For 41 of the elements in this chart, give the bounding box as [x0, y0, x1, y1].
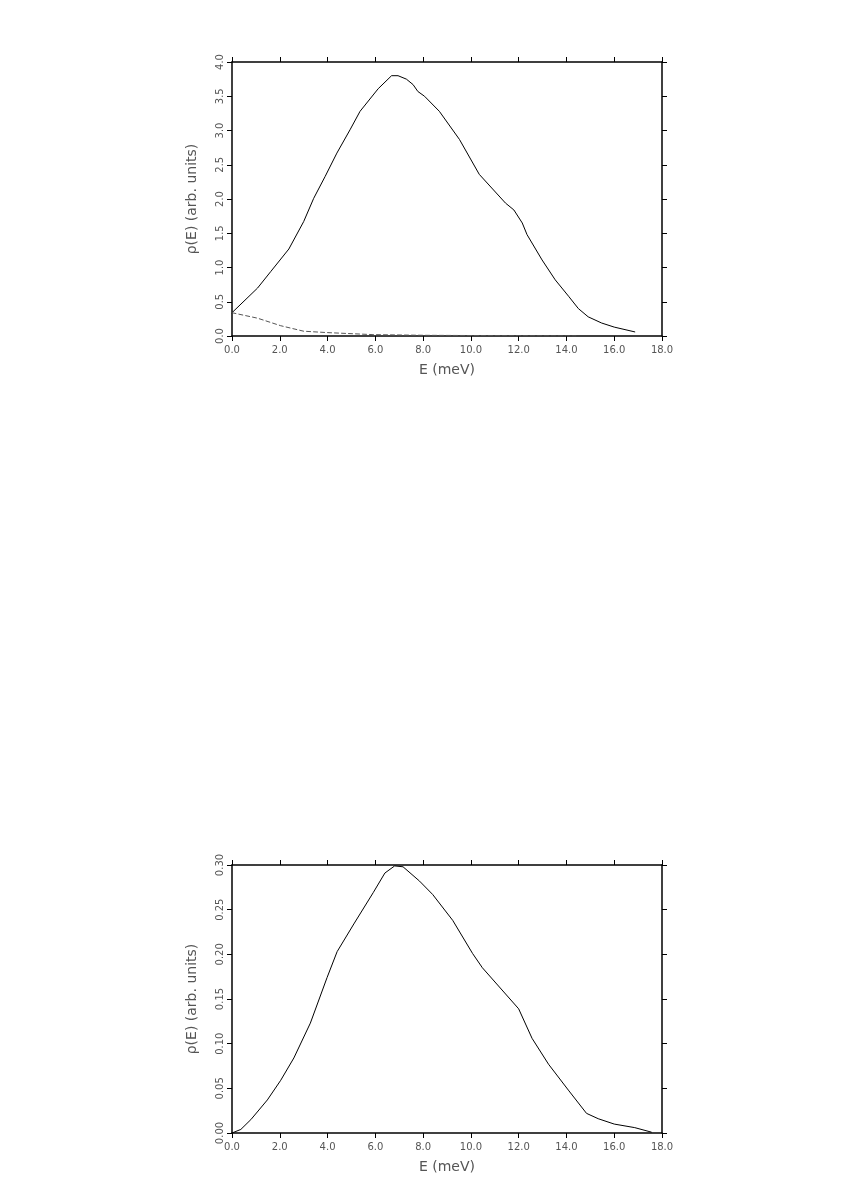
- x-tick-label: 16.0: [603, 1140, 626, 1152]
- y-tick-label: 0.20: [213, 943, 225, 966]
- y-tick-label: 0.0: [213, 328, 225, 344]
- y-tick-label: 2.5: [213, 156, 225, 173]
- x-tick-label: 0.0: [224, 343, 240, 355]
- y-tick-label: 0.5: [213, 293, 225, 310]
- x-tick-label: 6.0: [367, 343, 384, 355]
- x-tick-label: 2.0: [271, 1140, 288, 1152]
- y-tick-label: 0.15: [213, 987, 225, 1011]
- x-tick-label: 18.0: [650, 1140, 674, 1152]
- x-tick-label: 14.0: [555, 343, 578, 355]
- x-tick-label: 6.0: [367, 1140, 384, 1152]
- x-tick-label: 0.0: [224, 1140, 240, 1152]
- y-tick-label: 2.0: [213, 191, 225, 207]
- x-tick-label: 16.0: [603, 343, 626, 355]
- y-tick-label: 0.05: [213, 1077, 225, 1100]
- x-tick-label: 4.0: [319, 343, 336, 355]
- x-tick-label: 8.0: [415, 343, 432, 355]
- x-tick-label: 12.0: [507, 1140, 530, 1152]
- y-axis-title: ρ(E) (arb. units): [183, 943, 199, 1055]
- x-tick-label: 10.0: [459, 1140, 483, 1152]
- x-tick-label: 14.0: [555, 1140, 578, 1152]
- x-tick-label: 12.0: [507, 343, 530, 355]
- x-tick-label: 18.0: [650, 343, 674, 355]
- y-tick-label: 0.10: [213, 1032, 225, 1055]
- y-tick-label: 1.0: [213, 259, 225, 276]
- y-tick-label: 1.5: [213, 225, 225, 242]
- x-tick-label: 8.0: [415, 1140, 432, 1152]
- x-axis-title: E (meV): [418, 1158, 476, 1174]
- x-tick-label: 10.0: [459, 343, 483, 355]
- y-tick-label: 0.30: [213, 853, 225, 877]
- x-tick-label: 4.0: [319, 1140, 336, 1152]
- line-series: [231, 312, 577, 337]
- x-tick-label: 2.0: [271, 343, 288, 355]
- y-tick-label: 3.0: [213, 122, 225, 139]
- y-tick-label: 4.0: [213, 54, 225, 70]
- y-tick-label: 0.25: [213, 898, 225, 921]
- y-axis-title: ρ(E) (arb. units): [183, 143, 199, 255]
- y-tick-label: 0.00: [213, 1121, 225, 1145]
- x-axis-title: E (meV): [418, 361, 476, 377]
- y-tick-label: 3.5: [213, 88, 225, 105]
